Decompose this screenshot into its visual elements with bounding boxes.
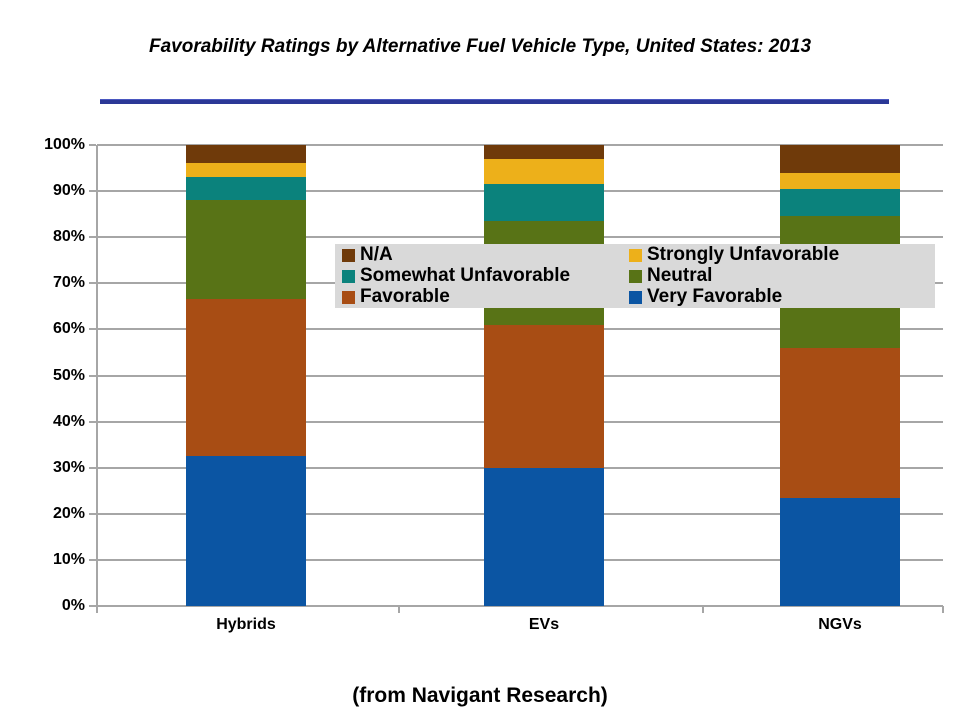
y-axis-tick-label: 90% [52,182,85,200]
bar-segment-evs-very-favorable [484,467,604,606]
title-underline [100,99,889,104]
source-caption: (from Navigant Research) [352,684,608,707]
bar-segment-evs-somewhat-unfavorable [484,184,604,222]
legend-swatch-icon-somewhat-unfavorable [342,269,355,283]
bar-segment-hybrids-somewhat-unfavorable [186,177,306,201]
bar-segment-hybrids-strongly-unfavorable [186,163,306,178]
bar-segment-ngvs-strongly-unfavorable [780,172,900,189]
y-axis-tick-label: 10% [52,550,85,568]
legend-label: Strongly Unfavorable [647,244,840,265]
bar-segment-evs-n-a [484,145,604,159]
bar-segment-evs-favorable [484,324,604,468]
x-axis-category-label-hybrids: Hybrids [216,616,276,633]
y-axis-tick-label: 80% [52,228,85,246]
plot-area: Hybrids EVs NGVs [89,144,944,633]
legend-label: Favorable [360,286,450,307]
y-axis-tick-label: 50% [52,366,85,384]
x-axis-tick [702,606,704,613]
y-axis-tick-label: 40% [52,412,85,430]
bar-segment-ngvs-very-favorable [780,497,900,606]
y-axis-tick-label: 70% [52,274,85,292]
chart-title: Favorability Ratings by Alternative Fuel… [148,36,812,57]
bar-ngvs [780,145,900,606]
x-axis-tick [398,606,400,613]
bar-segment-hybrids-favorable [186,299,306,457]
legend-label: N/A [360,244,393,265]
bar-segment-hybrids-very-favorable [186,456,306,606]
gridline-0 [97,605,943,607]
bar-segment-ngvs-somewhat-unfavorable [780,188,900,217]
gridline-100 [97,144,943,146]
bar-segment-hybrids-neutral [186,200,306,300]
legend-label: Very Favorable [647,286,783,307]
x-axis-category-label-ngvs: NGVs [818,616,862,633]
legend-swatch-icon-neutral [629,269,642,283]
legend-swatch-icon-favorable [342,290,355,304]
y-axis-tick-label: 0% [61,597,85,614]
bar-hybrids [186,145,306,606]
bar-segment-ngvs-n-a [780,145,900,173]
legend-item-neutral: Neutral [622,265,935,287]
legend-swatch-icon-n-a [342,248,355,262]
y-axis-tick [89,605,96,607]
y-axis-tick [89,558,96,561]
legend-swatch-icon-strongly-unfavorable [629,248,642,262]
legend-label: Neutral [647,265,713,286]
y-axis-tick-label: 20% [52,504,85,522]
y-axis-tick [89,466,96,469]
bar-segment-hybrids-n-a [186,145,306,164]
y-axis-tick [89,236,96,239]
chart-legend: N/A Strongly Unfavorable Somewhat Unfavora… [335,244,935,308]
bar-segment-evs-strongly-unfavorable [484,158,604,185]
y-axis-tick-label: 100% [44,136,85,153]
legend-item-favorable: Favorable [335,286,622,308]
y-axis-tick [89,512,96,515]
legend-swatch-icon-very-favorable [629,290,642,304]
y-axis-tick [89,144,96,146]
legend-item-very-favorable: Very Favorable [622,286,935,308]
legend-item-strongly-unfavorable: Strongly Unfavorable [622,244,935,266]
x-axis-category-label-evs: EVs [528,616,560,633]
x-axis-tick [96,606,98,613]
bar-segment-ngvs-favorable [780,347,900,498]
y-axis-tick-label: 60% [52,320,85,338]
legend-item-somewhat-unfavorable: Somewhat Unfavorable [335,265,622,287]
legend-item-n-a: N/A [335,244,622,266]
bar-evs [484,145,604,606]
y-axis-tick-label: 30% [52,458,85,476]
y-axis-line [96,145,98,608]
x-axis-tick [942,606,944,613]
chart-area: Hybrids EVs NGVs 0% 10% 20% 30% 40% 50% 60% 70% 80… [44,136,944,633]
y-axis-tick [89,190,96,193]
y-axis-tick [89,328,96,331]
y-axis-tick [89,282,96,285]
y-axis-tick [89,374,96,377]
y-axis-tick [89,420,96,423]
legend-label: Somewhat Unfavorable [360,265,571,286]
